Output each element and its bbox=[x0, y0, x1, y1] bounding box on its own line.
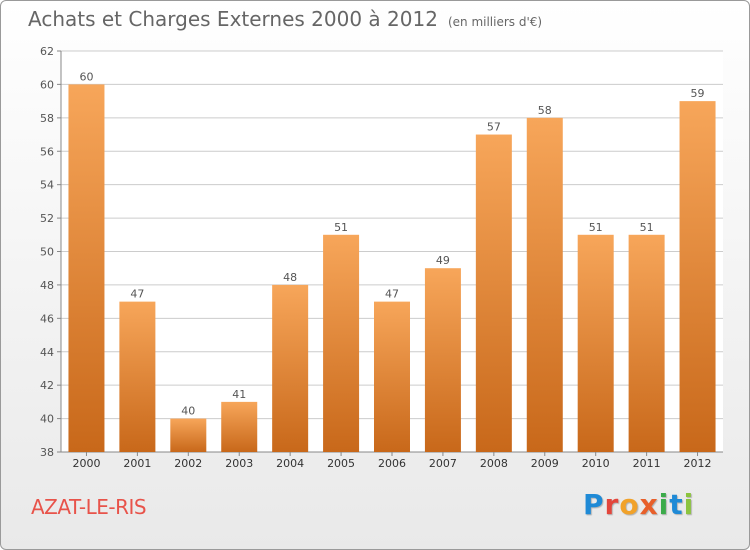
logo-letter: r bbox=[604, 488, 620, 521]
y-tick-label: 60 bbox=[40, 78, 54, 91]
bar-value-label: 41 bbox=[232, 388, 246, 401]
x-tick-label: 2004 bbox=[276, 457, 304, 470]
proxiti-logo: Proxiti bbox=[583, 488, 694, 521]
x-tick-label: 2011 bbox=[633, 457, 661, 470]
y-tick-label: 52 bbox=[40, 212, 54, 225]
x-tick-label: 2008 bbox=[480, 457, 508, 470]
bar-value-label: 47 bbox=[385, 288, 399, 301]
logo-letter: i bbox=[658, 488, 670, 521]
bar bbox=[424, 268, 461, 452]
bar bbox=[628, 234, 665, 452]
bar bbox=[526, 117, 563, 452]
x-tick-label: 2002 bbox=[174, 457, 202, 470]
bar bbox=[374, 301, 410, 452]
bar-value-label: 57 bbox=[487, 121, 501, 134]
bar-value-label: 59 bbox=[691, 87, 705, 100]
x-tick-label: 2012 bbox=[684, 457, 712, 470]
bar-value-label: 49 bbox=[436, 254, 450, 267]
y-tick-label: 44 bbox=[40, 346, 54, 359]
logo-letter: x bbox=[639, 488, 659, 521]
x-tick-label: 2009 bbox=[531, 457, 559, 470]
bar bbox=[170, 418, 207, 452]
logo-letter: o bbox=[619, 488, 640, 521]
bar-value-label: 51 bbox=[589, 221, 603, 234]
bar-value-label: 48 bbox=[283, 271, 297, 284]
bar-value-label: 51 bbox=[334, 221, 348, 234]
y-tick-label: 46 bbox=[40, 312, 54, 325]
bar bbox=[68, 84, 105, 453]
chart-title: Achats et Charges Externes 2000 à 2012 (e… bbox=[28, 7, 542, 31]
bar-value-label: 47 bbox=[130, 288, 144, 301]
y-tick-label: 38 bbox=[40, 446, 54, 459]
bar bbox=[221, 401, 258, 452]
chart-title-text: Achats et Charges Externes 2000 à 2012 bbox=[28, 7, 438, 31]
x-tick-label: 2005 bbox=[327, 457, 355, 470]
bar bbox=[679, 101, 716, 452]
x-tick-label: 2003 bbox=[225, 457, 253, 470]
bar bbox=[119, 301, 156, 452]
y-tick-label: 54 bbox=[40, 179, 54, 192]
bar-value-label: 58 bbox=[538, 104, 552, 117]
y-tick-label: 42 bbox=[40, 379, 54, 392]
x-tick-label: 2000 bbox=[72, 457, 100, 470]
bar-value-label: 60 bbox=[79, 70, 93, 83]
bar bbox=[577, 234, 614, 452]
chart-unit: (en milliers d'€) bbox=[447, 15, 543, 29]
x-tick-label: 2010 bbox=[582, 457, 610, 470]
logo-letter: t bbox=[669, 488, 684, 521]
y-tick-label: 62 bbox=[40, 45, 54, 58]
bar-value-label: 40 bbox=[181, 405, 195, 418]
y-tick-label: 56 bbox=[40, 145, 54, 158]
y-tick-label: 58 bbox=[40, 112, 54, 125]
y-tick-label: 40 bbox=[40, 413, 54, 426]
logo-letter: P bbox=[583, 488, 605, 521]
logo-letter: i bbox=[683, 488, 695, 521]
bar bbox=[272, 284, 309, 452]
x-tick-label: 2006 bbox=[378, 457, 406, 470]
y-tick-label: 48 bbox=[40, 279, 54, 292]
x-tick-label: 2001 bbox=[123, 457, 151, 470]
bar-value-label: 51 bbox=[640, 221, 654, 234]
bar bbox=[323, 234, 360, 452]
y-tick-label: 50 bbox=[40, 246, 54, 259]
x-tick-label: 2007 bbox=[429, 457, 457, 470]
commune-name: AZAT-LE-RIS bbox=[31, 495, 147, 519]
bar bbox=[475, 134, 512, 452]
